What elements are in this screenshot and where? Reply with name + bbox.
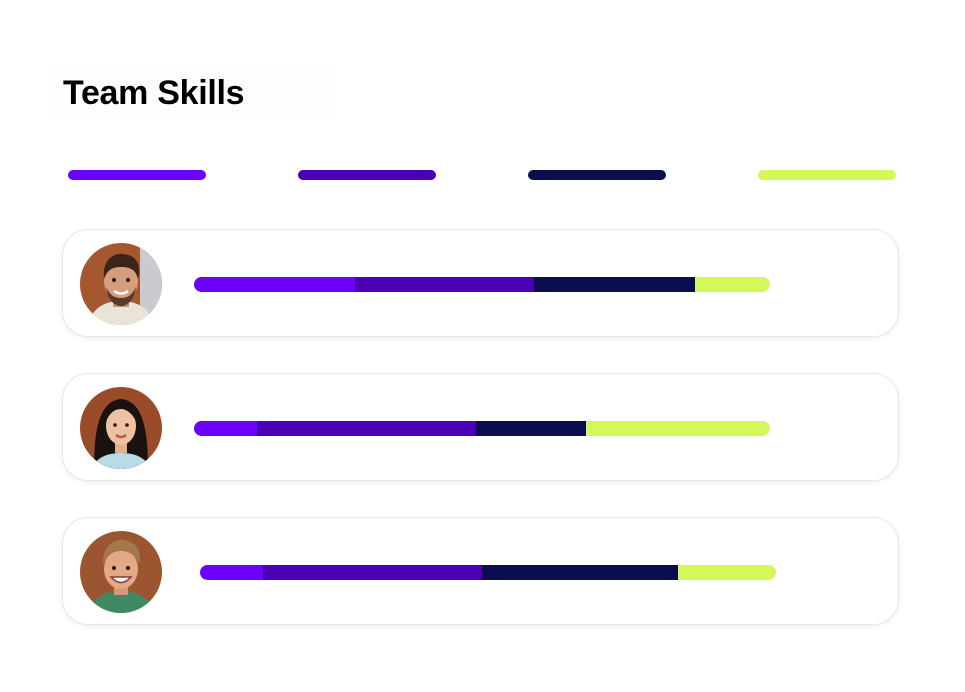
man-smiling-avatar-icon (80, 531, 162, 613)
skill-bar (200, 565, 776, 580)
skill-segment-3 (476, 421, 586, 436)
skill-segment-2 (263, 565, 483, 580)
team-member-card[interactable] (62, 517, 899, 625)
woman-avatar-icon (80, 387, 162, 469)
skill-segment-4 (585, 421, 770, 436)
legend-skill-4 (758, 170, 896, 180)
skill-segment-1 (194, 277, 356, 292)
skill-segment-2 (355, 277, 534, 292)
skill-segment-1 (194, 421, 258, 436)
legend-skill-3 (528, 170, 666, 180)
skill-bar (194, 421, 770, 436)
page-title: Team Skills (63, 74, 245, 112)
skill-segment-2 (257, 421, 477, 436)
skill-segment-3 (482, 565, 679, 580)
man-beard-avatar-icon (80, 243, 162, 325)
title-container: Team Skills (48, 66, 336, 116)
skill-bar (194, 277, 770, 292)
skill-segment-1 (200, 565, 264, 580)
team-member-card[interactable] (62, 229, 899, 337)
legend-skill-1 (68, 170, 206, 180)
skill-segment-4 (695, 277, 770, 292)
legend-skill-2 (298, 170, 436, 180)
skill-segment-3 (533, 277, 696, 292)
skill-segment-4 (678, 565, 776, 580)
team-member-card[interactable] (62, 373, 899, 481)
